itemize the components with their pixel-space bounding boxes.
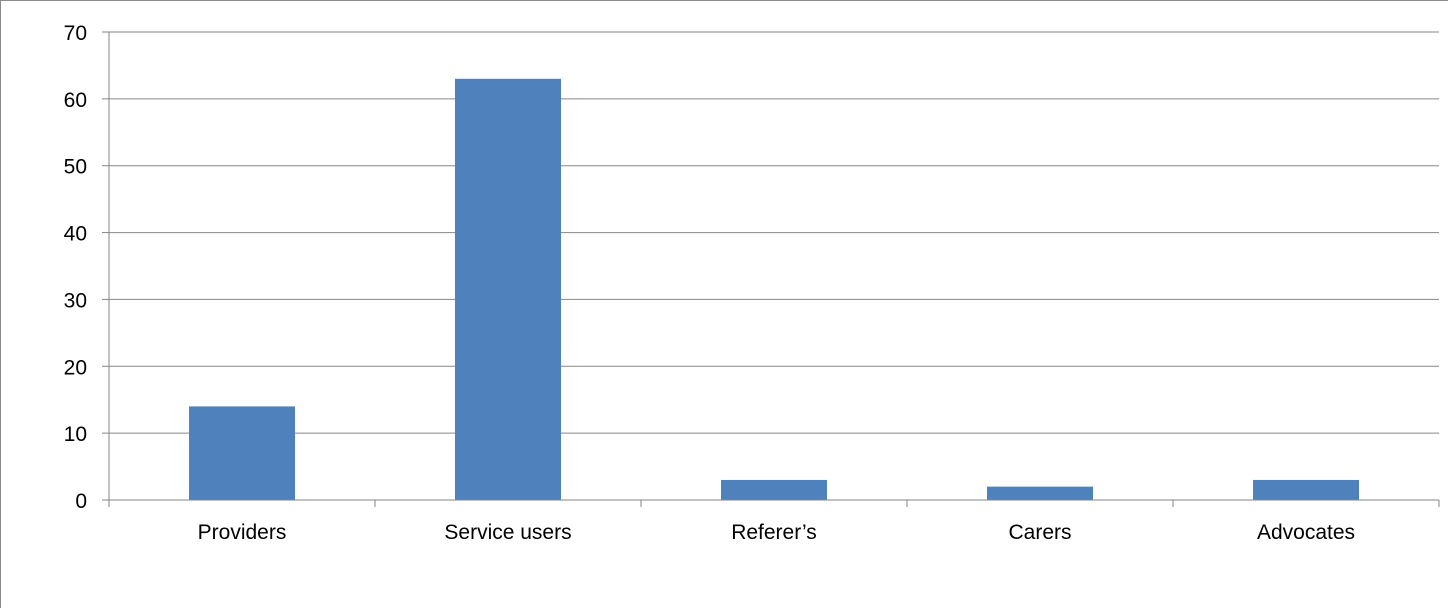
x-tick-label: Referer’s: [731, 521, 817, 544]
bars: [189, 78, 1359, 501]
x-tick-label: Service users: [444, 521, 571, 544]
bar-4: [1253, 479, 1359, 500]
y-tick-label: 60: [64, 89, 87, 112]
y-tick-label: 20: [64, 356, 87, 379]
y-tick-label: 0: [75, 490, 87, 513]
x-tick-label: Advocates: [1257, 521, 1355, 544]
y-tick-label: 30: [64, 289, 87, 312]
bar-2: [721, 479, 827, 500]
y-tick-label: 70: [64, 22, 87, 45]
axes: [102, 31, 1440, 507]
y-tick-label: 40: [64, 223, 87, 246]
y-tick-label: 50: [64, 156, 87, 179]
bar-3: [987, 486, 1093, 500]
x-axis-tick-labels: Providers Service users Referer’s Carers Adv…: [198, 521, 1355, 544]
x-tick-label: Providers: [198, 521, 287, 544]
gridlines: [109, 31, 1439, 434]
y-axis-tick-labels: 0 10 20 30 40 50 60 70: [64, 22, 87, 513]
bar-1: [455, 78, 561, 501]
bar-0: [189, 406, 295, 500]
x-tick-label: Carers: [1008, 521, 1071, 544]
y-tick-label: 10: [64, 423, 87, 446]
